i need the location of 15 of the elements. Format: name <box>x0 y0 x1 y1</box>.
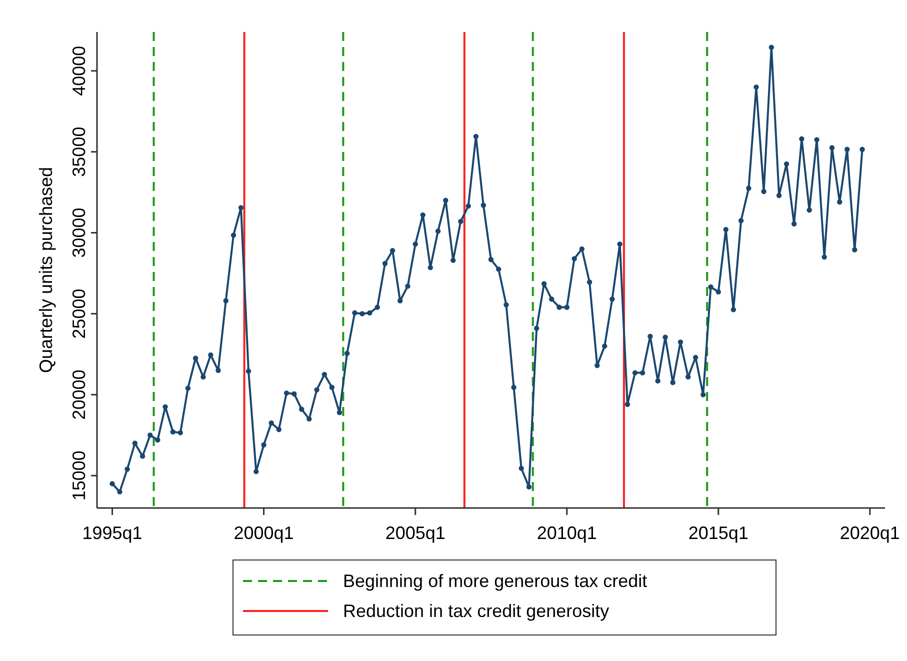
x-tick-label: 2010q1 <box>536 523 597 543</box>
y-tick-label: 25000 <box>69 288 89 339</box>
x-tick-label: 2020q1 <box>840 523 900 543</box>
x-tick-label: 2005q1 <box>385 523 446 543</box>
y-tick-label: 15000 <box>69 450 89 501</box>
y-tick-label: 35000 <box>69 126 89 177</box>
y-tick-label: 40000 <box>69 46 89 96</box>
y-axis-title: Quarterly units purchased <box>36 166 56 374</box>
x-tick-label: 1995q1 <box>82 523 142 543</box>
y-tick-label: 30000 <box>69 208 89 258</box>
legend-label: Beginning of more generous tax credit <box>343 571 648 591</box>
x-tick-label: 2000q1 <box>234 523 294 543</box>
x-tick-label: 2015q1 <box>688 523 748 543</box>
legend-label: Reduction in tax credit generosity <box>343 601 610 621</box>
y-tick-label: 20000 <box>69 370 89 420</box>
